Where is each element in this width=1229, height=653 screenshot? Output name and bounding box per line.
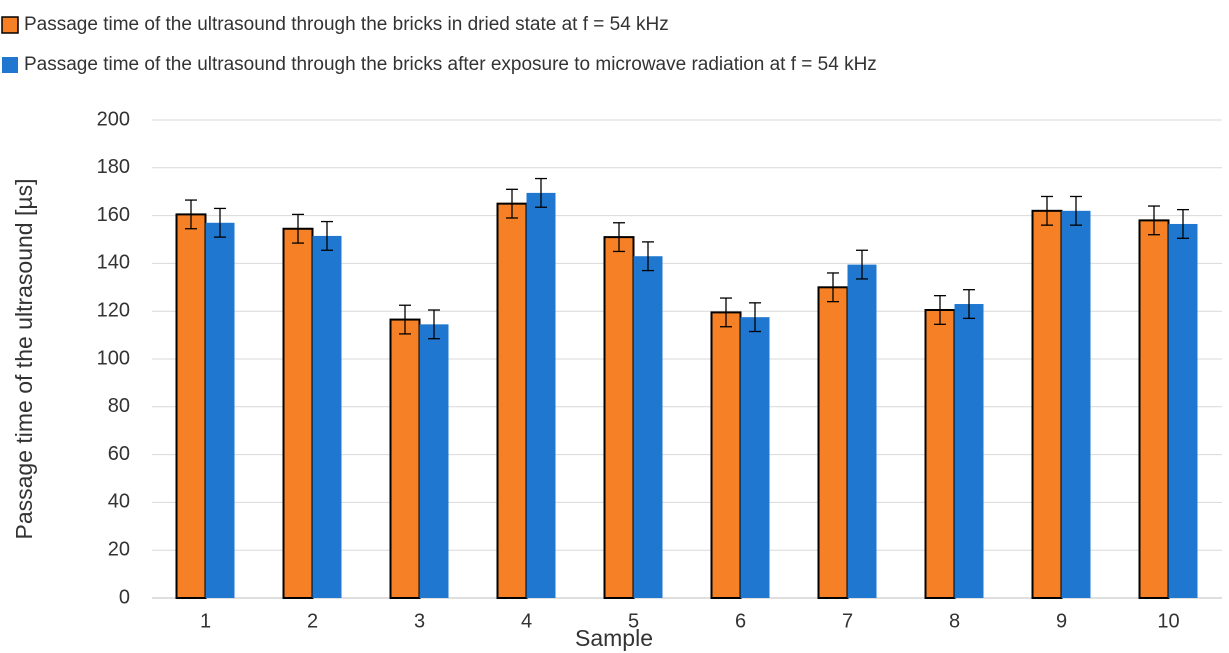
x-tick-label: 10 [1157,610,1179,632]
y-tick-label: 140 [97,252,130,274]
y-axis-title: Passage time of the ultrasound [µs] [11,178,37,539]
x-tick-label: 2 [307,610,318,632]
bar [496,202,528,599]
y-tick-label: 60 [108,443,130,465]
error-bar [399,304,411,335]
error-bar [214,207,226,238]
legend-label: Passage time of the ultrasound through t… [24,54,877,75]
bar [740,317,770,598]
error-bar [827,272,839,303]
bar [710,311,742,599]
bar [1168,223,1198,598]
x-tick-label: 7 [842,610,853,632]
bar [1031,209,1063,599]
x-tick-label: 6 [735,610,746,632]
legend-swatch [1,16,19,34]
error-bar [934,295,946,325]
error-bar [321,220,333,251]
x-tick-label: 5 [628,610,639,632]
error-bar [185,199,197,230]
x-tick-label: 9 [1056,610,1067,632]
x-axis-title: Sample [575,625,653,651]
bar [205,222,235,598]
error-bar [749,302,761,333]
error-bar [506,188,518,219]
error-bar [1177,208,1189,239]
error-bar [856,249,868,280]
bar [282,227,314,599]
error-bar [292,213,304,244]
error-bar [720,297,732,328]
bar [419,324,449,598]
bar [847,264,877,598]
bar [633,256,663,598]
y-tick-label: 20 [108,538,130,560]
y-tick-label: 100 [97,347,130,369]
bar [924,309,956,599]
y-tick-label: 200 [97,108,130,130]
y-tick-label: 160 [97,204,130,226]
y-tick-label: 80 [108,395,130,417]
bar [817,286,849,599]
error-bar [1148,205,1160,236]
error-bar [642,241,654,272]
x-tick-label: 3 [414,610,425,632]
x-tick-label: 4 [521,610,532,632]
bar [312,235,342,599]
bar [175,213,207,599]
bar [389,318,421,599]
y-tick-label: 40 [108,491,130,513]
x-tick-label: 1 [200,610,211,632]
bar [526,192,556,598]
legend-label: Passage time of the ultrasound through t… [24,14,669,35]
y-tick-label: 180 [97,156,130,178]
bar [954,304,984,598]
bar [1061,210,1091,598]
error-bar [535,177,547,208]
bar [603,236,635,600]
error-bar [1041,195,1053,226]
error-bar [963,289,975,320]
bar [1138,219,1170,599]
legend-swatch [2,57,18,73]
y-tick-label: 0 [119,586,130,608]
error-bar [1070,195,1082,226]
error-bar [428,309,440,340]
y-tick-label: 120 [97,299,130,321]
error-bar [613,222,625,253]
x-tick-label: 8 [949,610,960,632]
